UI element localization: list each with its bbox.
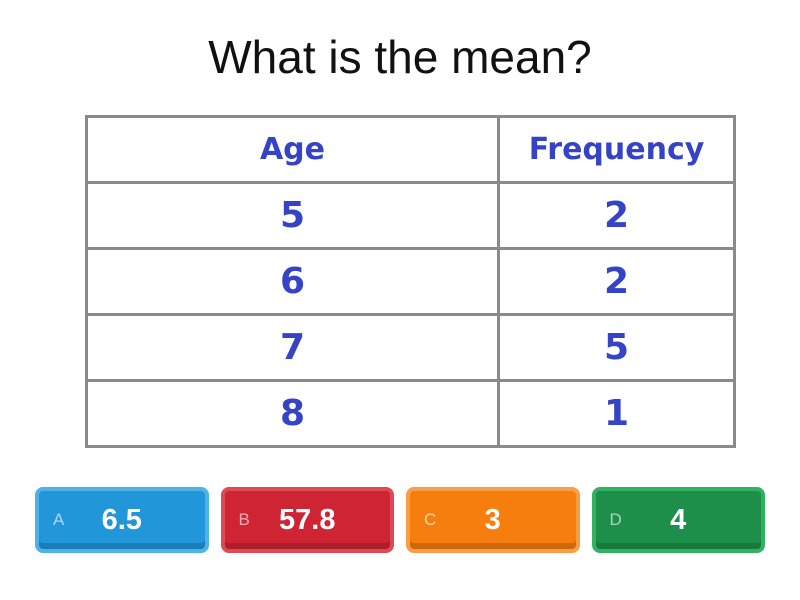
table-row: 6 2 xyxy=(85,247,736,316)
frequency-cell: 5 xyxy=(497,313,736,382)
answer-value-c: 3 xyxy=(484,503,501,536)
table-header-frequency: Frequency xyxy=(497,115,736,184)
answer-button-d[interactable]: D 4 xyxy=(591,487,765,553)
age-cell: 6 xyxy=(85,247,500,316)
age-cell: 7 xyxy=(85,313,500,382)
answer-list: A 6.5 B 57.8 C 3 D 4 xyxy=(35,487,765,553)
frequency-cell: 2 xyxy=(497,181,736,250)
answer-letter-c: C xyxy=(424,510,437,529)
age-cell: 5 xyxy=(85,181,500,250)
age-cell: 8 xyxy=(85,379,500,448)
frequency-cell: 2 xyxy=(497,247,736,316)
frequency-table: Age Frequency 5 2 6 2 7 5 8 1 xyxy=(85,115,736,448)
answer-button-c[interactable]: C 3 xyxy=(406,487,580,553)
answer-value-b: 57.8 xyxy=(279,503,336,536)
answer-button-a[interactable]: A 6.5 xyxy=(35,487,209,553)
table-header-age: Age xyxy=(85,115,500,184)
table-row: 5 2 xyxy=(85,181,736,250)
answer-value-a: 6.5 xyxy=(101,503,142,536)
answer-button-b[interactable]: B 57.8 xyxy=(220,487,394,553)
answer-value-d: 4 xyxy=(670,503,687,536)
answer-letter-a: A xyxy=(53,510,65,529)
answer-letter-b: B xyxy=(238,510,250,529)
question-title: What is the mean? xyxy=(208,31,592,83)
frequency-cell: 1 xyxy=(497,379,736,448)
table-row: 8 1 xyxy=(85,379,736,448)
answer-letter-d: D xyxy=(609,510,622,529)
table-row: 7 5 xyxy=(85,313,736,382)
table-header-row: Age Frequency xyxy=(85,115,736,184)
question-image: Age Frequency 5 2 6 2 7 5 8 1 xyxy=(85,115,736,448)
